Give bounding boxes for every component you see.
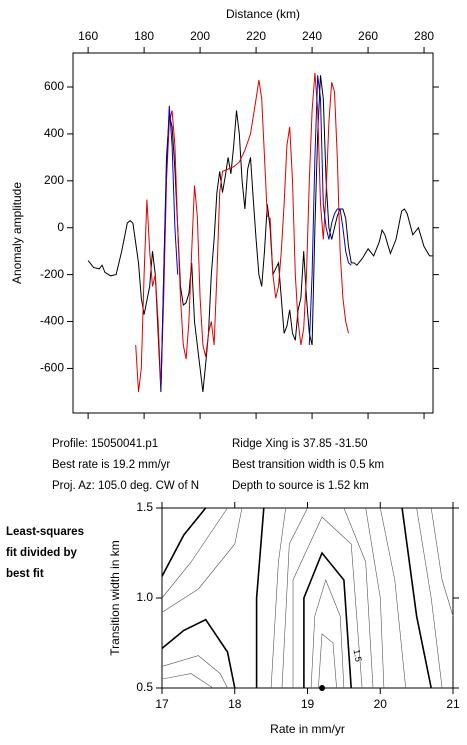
contour-line — [310, 579, 345, 689]
x-tick-label: 200 — [190, 29, 210, 43]
contour-line — [161, 507, 228, 599]
data-line — [87, 75, 433, 392]
x-axis-label: Distance (km) — [226, 7, 300, 21]
y-tick-label: -600 — [40, 361, 64, 375]
x-tick-label: 280 — [414, 29, 434, 43]
contour-line — [161, 618, 236, 689]
x-tick-label: 17 — [155, 697, 169, 711]
contour-line — [380, 507, 406, 689]
contour-line — [292, 516, 363, 689]
side-note: best fit — [6, 568, 44, 580]
contour-line — [365, 507, 385, 689]
y-tick-label: 1.5 — [136, 500, 153, 514]
contour-line — [270, 507, 286, 689]
info-text: Best rate is 19.2 mm/yr — [52, 459, 170, 471]
y-tick-label: 200 — [44, 173, 64, 187]
contour-line — [161, 673, 214, 689]
contour-line — [401, 507, 432, 689]
contour-line — [303, 551, 352, 689]
y-tick-label: 1.0 — [136, 590, 153, 604]
contour-line — [343, 507, 374, 689]
contour-line — [430, 507, 454, 617]
y-tick-label: -400 — [40, 314, 64, 328]
y-tick-label: 0 — [57, 220, 64, 234]
x-tick-label: 19 — [301, 697, 315, 711]
side-note: fit divided by — [6, 547, 78, 559]
x-tick-label: 18 — [228, 697, 242, 711]
info-text: Proj. Az: 105.0 deg. CW of N — [52, 480, 199, 492]
contour-label: 1.5 — [352, 648, 364, 662]
info-text: Best transition width is 0.5 km — [232, 459, 384, 471]
y-axis-label: Anomaly amplitude — [10, 182, 24, 284]
x-tick-label: 21 — [446, 697, 460, 711]
plot-frame — [161, 507, 454, 689]
x-tick-label: 220 — [246, 29, 266, 43]
y-axis-label: Transition width in km — [108, 540, 122, 656]
side-note: Least-squares — [6, 526, 84, 538]
data-line — [135, 72, 349, 392]
contour-line — [416, 507, 443, 689]
y-tick-label: 600 — [44, 79, 64, 93]
contour-line — [161, 507, 243, 613]
x-tick-label: 180 — [134, 29, 154, 43]
best-fit-point — [319, 685, 326, 691]
info: Profile: 15050041.p1 Best rate is 19.2 m… — [52, 438, 384, 492]
x-tick-label: 160 — [78, 29, 98, 43]
contour-line — [255, 507, 265, 688]
info-text: Ridge Xing is 37.85 -31.50 — [232, 438, 368, 450]
x-axis-label: Rate in mm/yr — [270, 722, 345, 736]
y-tick-label: 400 — [44, 126, 64, 140]
y-tick-label: -200 — [40, 267, 64, 281]
x-tick-label: 240 — [302, 29, 322, 43]
info-text: Profile: 15050041.p1 — [52, 438, 158, 450]
plot-frame — [72, 52, 434, 414]
x-tick-label: 20 — [374, 697, 388, 711]
contour-line — [161, 655, 228, 689]
data-line — [160, 75, 352, 392]
x-tick-label: 260 — [358, 29, 378, 43]
contour-line — [161, 507, 207, 577]
info-text: Depth to source is 1.52 km — [232, 480, 369, 492]
contour-line — [318, 633, 337, 689]
y-tick-label: 0.5 — [136, 680, 153, 694]
contour-line — [281, 507, 308, 689]
